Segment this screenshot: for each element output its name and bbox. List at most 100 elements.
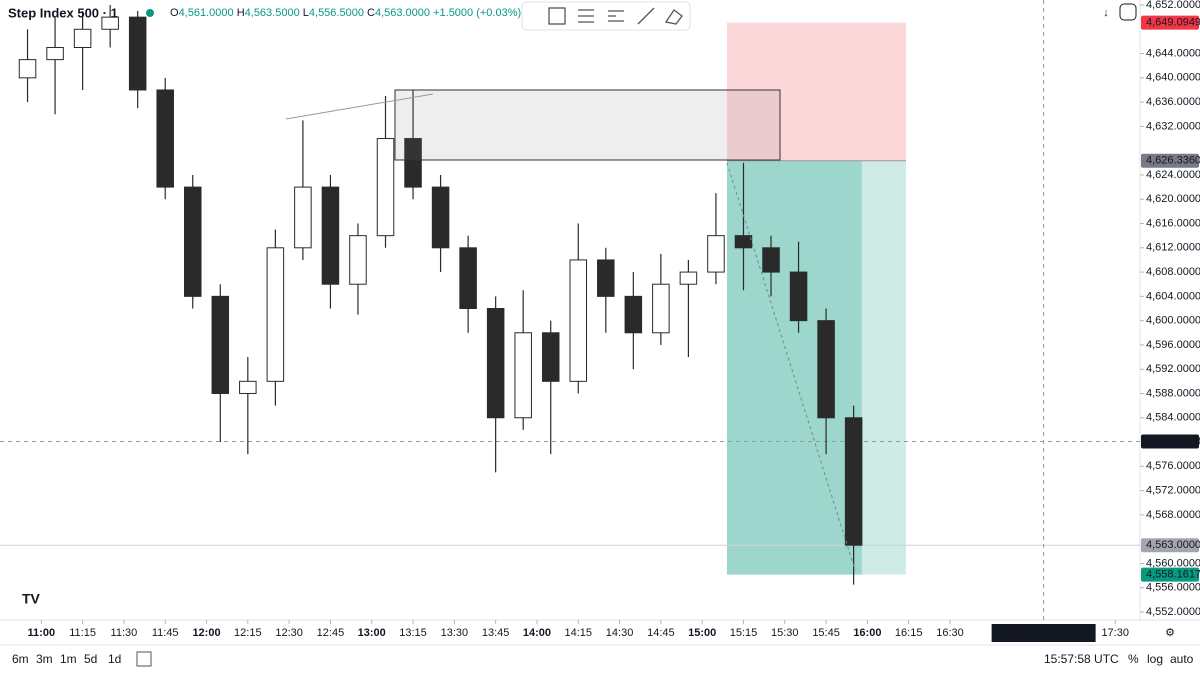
stop-zone[interactable] xyxy=(726,22,906,161)
x-tick-label: 16:00 xyxy=(853,627,881,639)
x-tick-label: 14:00 xyxy=(523,627,551,639)
status-dot xyxy=(146,9,154,17)
line-tool[interactable] xyxy=(637,7,655,25)
axis-settings[interactable]: ⚙ xyxy=(1165,627,1175,639)
candle-body xyxy=(321,186,340,285)
candle-body xyxy=(294,186,312,249)
y-tick-label: 4,632.0000 xyxy=(1146,120,1200,132)
y-tick-label: 4,560.0000 xyxy=(1146,557,1200,569)
candle-body xyxy=(349,235,367,285)
y-tick-label: 4,616.0000 xyxy=(1146,217,1200,229)
settings-icon[interactable] xyxy=(1119,3,1137,21)
x-tick-label: 12:00 xyxy=(192,627,220,639)
auto-toggle[interactable]: auto xyxy=(1170,652,1194,666)
x-tick-label: 15:30 xyxy=(771,627,799,639)
log-toggle[interactable]: log xyxy=(1147,652,1163,666)
ohlc-value: 4,561.0000 xyxy=(179,7,234,19)
y-tick-label: 4,608.0000 xyxy=(1146,266,1200,278)
y-tick-label: 4,636.0000 xyxy=(1146,96,1200,108)
range-button[interactable]: 3m xyxy=(36,652,53,666)
target-zone-filled xyxy=(726,160,862,575)
trend-line[interactable] xyxy=(285,93,434,120)
stop-label: 4,649.0949 xyxy=(1146,17,1200,29)
x-tick-label: 14:45 xyxy=(647,627,675,639)
brush-tool[interactable] xyxy=(664,9,683,25)
candle-body xyxy=(707,235,725,273)
candle-body xyxy=(101,16,119,30)
range-button[interactable]: 5d xyxy=(84,652,97,666)
x-tick-label: 12:30 xyxy=(275,627,303,639)
candle-body xyxy=(844,417,863,546)
ohlc-change: +1.5000 (+0.03%) xyxy=(433,7,521,19)
ohlc-key: C xyxy=(367,7,375,19)
ohlc-value: 4,563.0000 xyxy=(375,7,430,19)
fib-tool[interactable] xyxy=(578,9,594,23)
y-tick-label: 4,588.0000 xyxy=(1146,387,1200,399)
footer: 6m 3m 1m 5d 1d 15:57:58 UTC% log auto xyxy=(12,652,1194,666)
x-tick-label: 11:00 xyxy=(28,627,56,639)
last-price-label: 4,563.0000 xyxy=(1146,539,1200,551)
candle-body xyxy=(459,247,477,310)
y-tick-label: 4,552.0000 xyxy=(1146,606,1200,618)
range-button[interactable]: 1d xyxy=(108,652,121,666)
candle-body xyxy=(239,380,257,394)
candle-body xyxy=(73,28,92,48)
y-tick-label: 4,640.0000 xyxy=(1146,72,1200,84)
background-layer xyxy=(0,0,1140,620)
crosshair-price-label: 4,580.0808 xyxy=(1146,435,1200,447)
candle-body xyxy=(156,89,174,188)
drawing-toolbar xyxy=(521,1,691,31)
x-tick-label: 13:00 xyxy=(358,627,386,639)
range-button[interactable]: 1m xyxy=(60,652,77,666)
target-label: 4,558.1617 xyxy=(1146,569,1200,581)
candle-body xyxy=(46,46,64,61)
candle-body xyxy=(376,138,395,237)
channel-tool[interactable] xyxy=(608,10,624,22)
range-button[interactable]: 6m xyxy=(12,652,29,666)
x-tick-label: 14:15 xyxy=(564,627,592,639)
x-tick-label: 13:30 xyxy=(441,627,469,639)
x-tick-label: 15:00 xyxy=(688,627,716,639)
y-tick-label: 4,612.0000 xyxy=(1146,242,1200,254)
candle-body xyxy=(128,16,147,91)
y-tick-label: 4,556.0000 xyxy=(1146,582,1200,594)
rectangle-tool[interactable] xyxy=(548,7,566,25)
x-tick-label: 17:30 xyxy=(1101,627,1129,639)
rectangle-drawing[interactable] xyxy=(394,89,781,161)
scroll-icon[interactable]: ↓ xyxy=(1103,7,1109,19)
candle-body xyxy=(597,259,615,297)
x-tick-label: 12:15 xyxy=(234,627,262,639)
stop-label-bg xyxy=(1141,15,1199,30)
target-zone[interactable] xyxy=(726,160,906,575)
symbol[interactable]: Step Index 500 · 1 xyxy=(8,5,118,20)
x-tick-label: 13:45 xyxy=(482,627,510,639)
toolbar-frame xyxy=(521,1,691,31)
percent-toggle[interactable]: % xyxy=(1128,652,1139,666)
candle-body xyxy=(762,247,780,273)
y-tick-label: 4,604.0000 xyxy=(1146,290,1200,302)
y-tick-label: 4,596.0000 xyxy=(1146,339,1200,351)
y-tick-label: 4,584.0000 xyxy=(1146,412,1200,424)
ohlc-key: L xyxy=(303,7,309,19)
x-tick-label: 11:30 xyxy=(111,627,138,639)
y-tick-label: 4,624.0000 xyxy=(1146,169,1200,181)
x-tick-label: 11:45 xyxy=(152,627,179,639)
ohlc-text: O4,561.0000 H4,563.5000 L4,556.5000 C4,5… xyxy=(170,7,521,19)
crosshair-time-bg xyxy=(991,624,1096,642)
candle-body xyxy=(569,259,588,382)
candle-body xyxy=(734,235,753,249)
y-tick-label: 4,600.0000 xyxy=(1146,315,1200,327)
x-tick-label: 16:30 xyxy=(936,627,964,639)
ohlc-key: H xyxy=(237,7,245,19)
candle-body xyxy=(18,59,37,79)
ohlc-key: O xyxy=(170,7,179,19)
candle-body xyxy=(817,320,835,419)
logo: TV xyxy=(22,591,41,607)
x-tick-label: 16:15 xyxy=(895,627,923,639)
date-range-icon[interactable] xyxy=(136,651,152,667)
x-tick-label: 15:45 xyxy=(812,627,840,639)
crosshair-price-label-bg xyxy=(1141,434,1199,449)
candles-layer xyxy=(18,5,863,585)
y-tick-label: 4,620.0000 xyxy=(1146,193,1200,205)
